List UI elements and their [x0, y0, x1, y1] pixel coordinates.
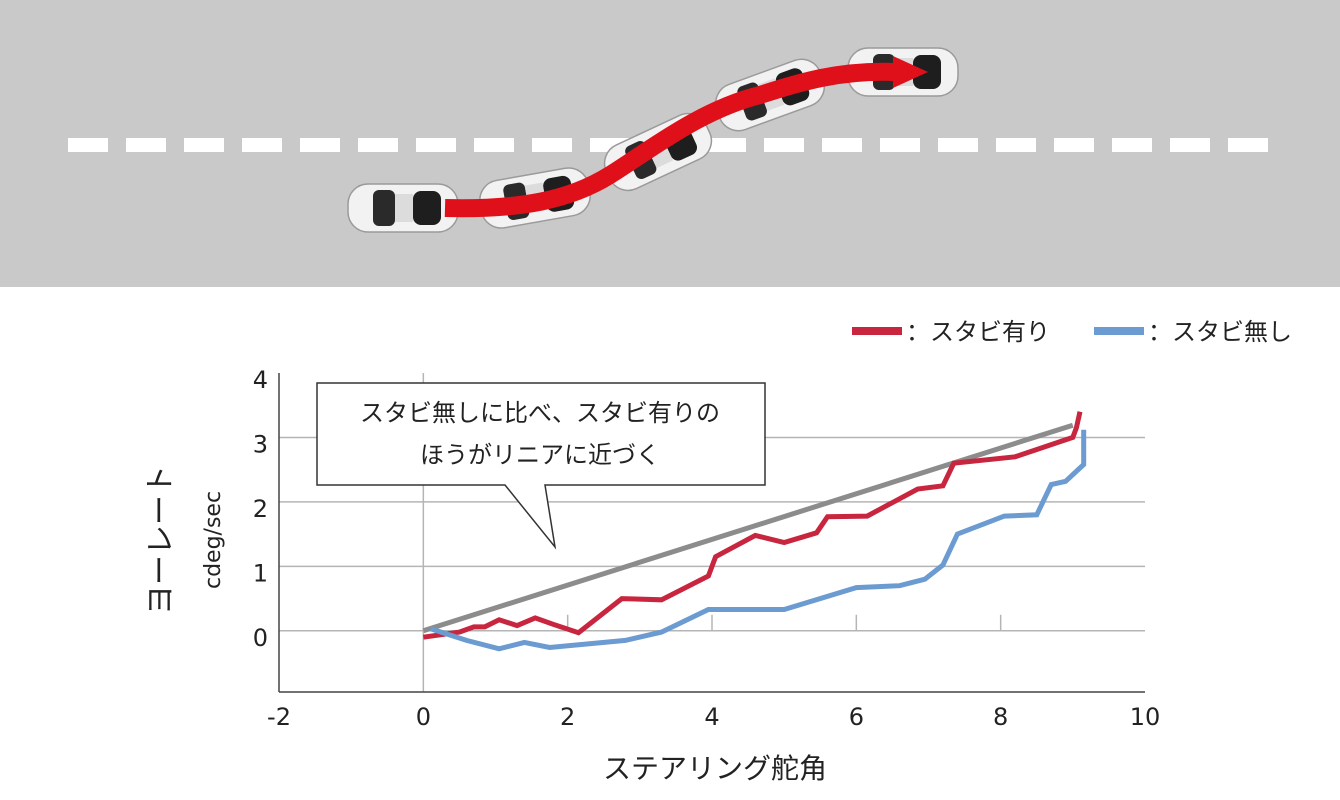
arrow-head [893, 56, 928, 88]
series-line [422, 422, 1074, 634]
y-tick-label: 1 [253, 559, 268, 587]
x-tick-label: 6 [849, 703, 864, 731]
y-tick-label: 2 [253, 495, 268, 523]
annotation: スタビ無しに比べ、スタビ有りの [360, 399, 720, 427]
y-tick-label: 4 [253, 366, 268, 394]
path-arrow [444, 62, 896, 218]
x-axis-label: ステアリング舵角 [603, 752, 827, 785]
road-illustration [0, 0, 1340, 287]
x-tick-label: 0 [416, 703, 431, 731]
x-tick-label: 10 [1130, 703, 1161, 731]
x-tick-label: 4 [704, 703, 719, 731]
callout-box [316, 382, 766, 550]
plot: 0 1 2 3 4 -2 0 2 4 6 8 10 ：スタビ有り ：スタビ無し [253, 318, 1292, 731]
series-line [422, 411, 1083, 640]
car [347, 183, 459, 233]
x-tick-label: -2 [267, 703, 291, 731]
x-tick-label: 2 [560, 703, 575, 731]
legend-label: ：スタビ無し [1148, 318, 1292, 346]
y-tick-label: 3 [253, 430, 268, 458]
legend-label: ：スタビ有り [906, 318, 1050, 346]
series-line [429, 429, 1087, 652]
y-axis-label: ヨーレート [144, 465, 179, 615]
annotation: ほうがリニアに近づく [420, 441, 660, 469]
y-axis-unit: cdeg/sec [201, 491, 226, 589]
y-tick-label: 0 [253, 624, 268, 652]
x-tick-label: 8 [993, 703, 1008, 731]
